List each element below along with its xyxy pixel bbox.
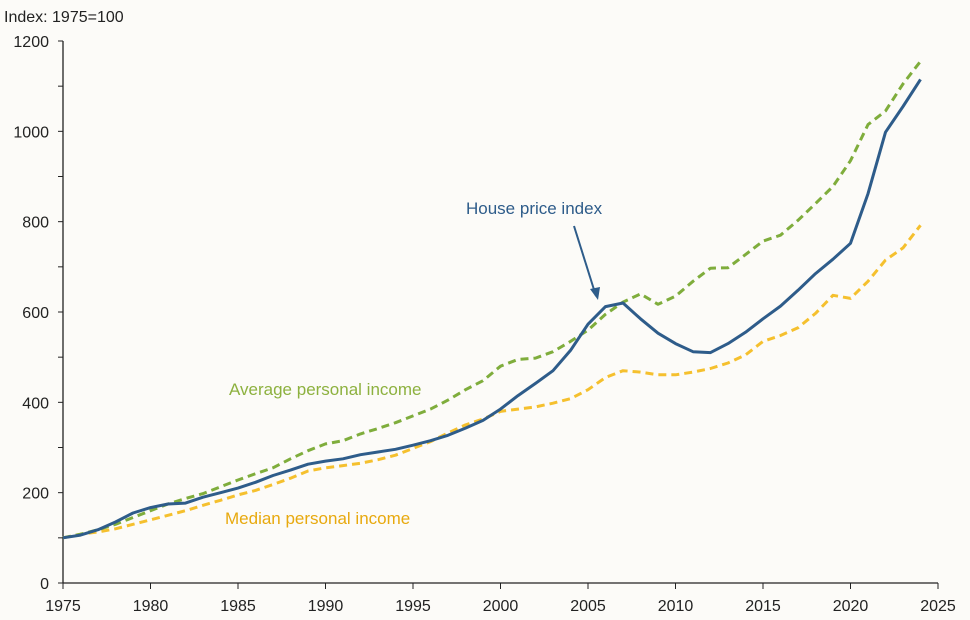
average-income-label: Average personal income [229, 380, 421, 399]
x-tick-label: 2015 [745, 598, 781, 615]
x-tick-label: 2010 [658, 598, 694, 615]
y-tick-label: 0 [40, 576, 49, 593]
x-tick-label: 2000 [483, 598, 519, 615]
series-line-median-personal-income [62, 224, 922, 540]
y-axis-label: Index: 1975=100 [4, 9, 124, 26]
y-tick-label: 1200 [13, 34, 49, 51]
x-tick-label: 2025 [920, 598, 956, 615]
series-group [62, 60, 922, 540]
annotation-house-price: House price index [466, 199, 603, 300]
series-line-average-personal-income [62, 60, 922, 540]
x-tick-label: 1990 [308, 598, 344, 615]
x-tick-label: 1995 [395, 598, 431, 615]
arrow-head-icon [590, 287, 600, 300]
y-tick-label: 400 [22, 395, 49, 412]
x-tick-label: 1985 [220, 598, 256, 615]
y-tick-label: 200 [22, 486, 49, 503]
x-tick-label: 2020 [833, 598, 869, 615]
series-line-house-price-index [62, 78, 922, 540]
x-tick-label: 1980 [133, 598, 169, 615]
house-price-label: House price index [466, 199, 603, 218]
x-tick-label: 1975 [45, 598, 81, 615]
median-income-label: Median personal income [225, 509, 410, 528]
y-tick-label: 1000 [13, 124, 49, 141]
axes: 0 200 400 600 800 1000 1200 1975 1980 1985 1990 199… [13, 34, 955, 615]
annotation-arrow [573, 225, 597, 297]
y-tick-label: 800 [22, 215, 49, 232]
x-tick-label: 2005 [570, 598, 606, 615]
y-tick-label: 600 [22, 305, 49, 322]
